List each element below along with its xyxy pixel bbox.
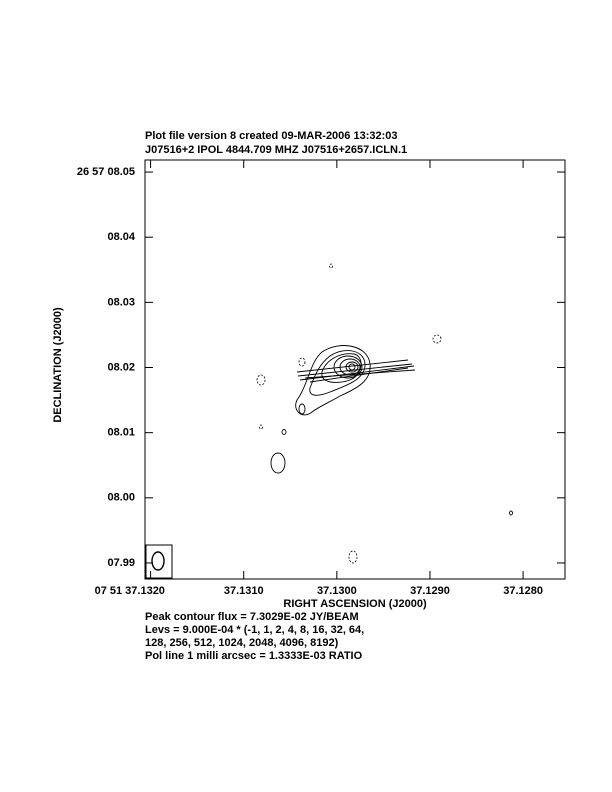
x-tick-label: 37.1300 [317, 585, 357, 597]
note: Pol line 1 milli arcsec = 1.3333E-03 RAT… [145, 650, 363, 662]
note: Peak contour flux = 7.3029E-02 JY/BEAM [145, 611, 359, 623]
y-tick-label: 08.03 [107, 296, 135, 308]
polarization-lines [296, 359, 416, 383]
note: 128, 256, 512, 1024, 2048, 4096, 8192) [145, 637, 339, 649]
note: Levs = 9.000E-04 * (-1, 1, 2, 4, 8, 16, … [145, 624, 364, 636]
contours [256, 263, 513, 564]
chart-title: Plot file version 8 created 09-MAR-2006 … [145, 130, 398, 142]
x-tick-label: 37.1310 [224, 585, 264, 597]
y-axis-label: DECLINATION (J2000) [52, 307, 64, 423]
y-tick-label: 26 57 08.05 [77, 166, 135, 178]
y-tick-label: 08.02 [107, 361, 135, 373]
x-tick-label: 37.1290 [410, 585, 450, 597]
y-tick-label: 08.04 [107, 231, 135, 243]
beam [145, 544, 173, 579]
chart-subtitle: J07516+2 IPOL 4844.709 MHZ J07516+2657.I… [145, 144, 407, 156]
y-tick-label: 08.01 [107, 427, 135, 439]
plot-frame [144, 159, 566, 580]
y-tick-label: 08.00 [107, 492, 135, 504]
y-tick-label: 07.99 [107, 557, 135, 569]
x-tick-label: 37.1280 [503, 585, 543, 597]
x-tick-label: 07 51 37.1320 [95, 585, 165, 597]
x-axis-label: RIGHT ASCENSION (J2000) [283, 598, 427, 610]
